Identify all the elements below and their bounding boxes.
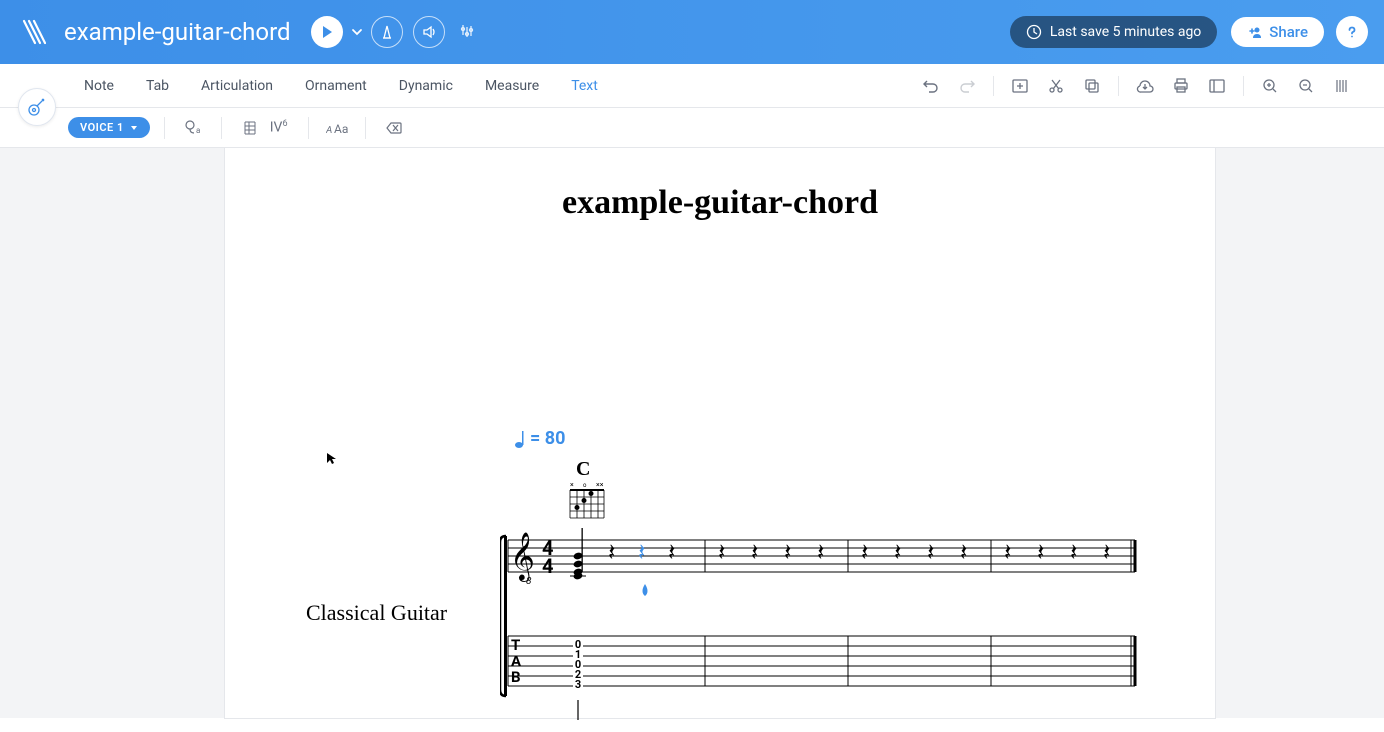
svg-text:Aa: Aa [334, 122, 348, 136]
metronome-icon[interactable] [371, 16, 403, 48]
music-notation[interactable]: 𝄞 8 4 4 𝄽 𝄽 𝄽𝄽𝄽𝄽 𝄽𝄽𝄽𝄽 𝄽𝄽𝄽𝄽 𝄽 [500, 528, 1140, 732]
svg-text:𝄽: 𝄽 [1037, 538, 1044, 566]
play-options-dropdown[interactable] [351, 26, 363, 38]
tuning-icon[interactable] [455, 20, 479, 44]
svg-text:𝄽: 𝄽 [927, 538, 934, 566]
svg-text:a: a [196, 126, 200, 135]
top-bar: example-guitar-chord Last save 5 minutes… [0, 0, 1384, 64]
menu-measure[interactable]: Measure [469, 64, 555, 108]
treble-clef-icon: 𝄞 [510, 532, 535, 582]
svg-text:𝄽: 𝄽 [894, 538, 901, 566]
voice-selector[interactable]: VOICE 1 [68, 117, 150, 138]
tempo-bpm: = 80 [530, 428, 565, 449]
roman-numeral-tool[interactable]: IV6 [264, 119, 294, 136]
add-panel-icon[interactable] [1004, 70, 1036, 102]
instrument-label[interactable]: Classical Guitar [306, 600, 447, 626]
download-icon[interactable] [1129, 70, 1161, 102]
svg-text:𝄽: 𝄽 [751, 538, 758, 566]
svg-text:o: o [583, 482, 587, 489]
menu-text[interactable]: Text [555, 64, 614, 108]
svg-text:𝄽: 𝄽 [718, 538, 725, 566]
canvas-area[interactable]: example-guitar-chord = 80 C × o ×× Clas [0, 148, 1384, 718]
sub-toolbar: VOICE 1 a IV6 AAa [0, 108, 1384, 148]
cut-icon[interactable] [1040, 70, 1072, 102]
layout-icon[interactable] [1201, 70, 1233, 102]
svg-text:𝄽: 𝄽 [638, 538, 645, 566]
svg-text:3: 3 [575, 678, 581, 691]
cursor-pointer-icon [326, 452, 338, 470]
svg-text:B: B [511, 668, 521, 686]
svg-text:×: × [570, 481, 574, 489]
svg-text:𝄽: 𝄽 [817, 538, 824, 566]
svg-text:A: A [326, 125, 332, 136]
time-sig-denominator: 4 [542, 554, 553, 578]
zoom-in-icon[interactable] [1254, 70, 1286, 102]
svg-text:𝄽: 𝄽 [960, 538, 967, 566]
svg-text:𝄽: 𝄽 [1004, 538, 1011, 566]
menu-dynamic[interactable]: Dynamic [383, 64, 469, 108]
print-icon[interactable] [1165, 70, 1197, 102]
svg-text:𝄽: 𝄽 [784, 538, 791, 566]
lyrics-tool-icon[interactable]: a [179, 118, 207, 138]
svg-text:𝄽: 𝄽 [861, 538, 868, 566]
barlines-icon[interactable] [1326, 70, 1358, 102]
help-button[interactable] [1336, 16, 1368, 48]
chord-grid-icon[interactable] [236, 119, 264, 137]
tempo-marking[interactable]: = 80 [514, 428, 565, 449]
menu-articulation[interactable]: Articulation [185, 64, 289, 108]
svg-text:𝄽: 𝄽 [1103, 538, 1110, 566]
svg-text:𝄽: 𝄽 [668, 538, 675, 566]
svg-text:𝄽: 𝄽 [608, 538, 615, 566]
chord-name[interactable]: C [576, 458, 590, 481]
zoom-out-icon[interactable] [1290, 70, 1322, 102]
svg-text:𝄽: 𝄽 [1070, 538, 1077, 566]
menu-ornament[interactable]: Ornament [289, 64, 383, 108]
svg-text:××: ×× [596, 481, 604, 489]
redo-icon[interactable] [951, 70, 983, 102]
instrument-floater-icon[interactable] [18, 88, 56, 126]
last-save-text: Last save 5 minutes ago [1050, 24, 1201, 40]
undo-icon[interactable] [915, 70, 947, 102]
chord-diagram[interactable]: × o ×× [568, 480, 608, 528]
last-save-indicator: Last save 5 minutes ago [1010, 16, 1217, 48]
app-logo-icon[interactable] [16, 16, 48, 48]
menu-bar: Note Tab Articulation Ornament Dynamic M… [0, 64, 1384, 108]
menu-tab[interactable]: Tab [130, 64, 185, 108]
text-style-icon[interactable]: AAa [323, 119, 351, 137]
share-label: Share [1269, 23, 1308, 41]
share-button[interactable]: Share [1231, 17, 1324, 47]
copy-icon[interactable] [1076, 70, 1108, 102]
score-title[interactable]: example-guitar-chord [225, 148, 1215, 222]
play-button[interactable] [311, 16, 343, 48]
menu-note[interactable]: Note [68, 64, 130, 108]
document-title[interactable]: example-guitar-chord [64, 18, 291, 46]
svg-text:8: 8 [526, 576, 532, 587]
delete-text-icon[interactable] [380, 119, 408, 137]
audio-icon[interactable] [413, 16, 445, 48]
voice-label: VOICE 1 [80, 121, 124, 134]
